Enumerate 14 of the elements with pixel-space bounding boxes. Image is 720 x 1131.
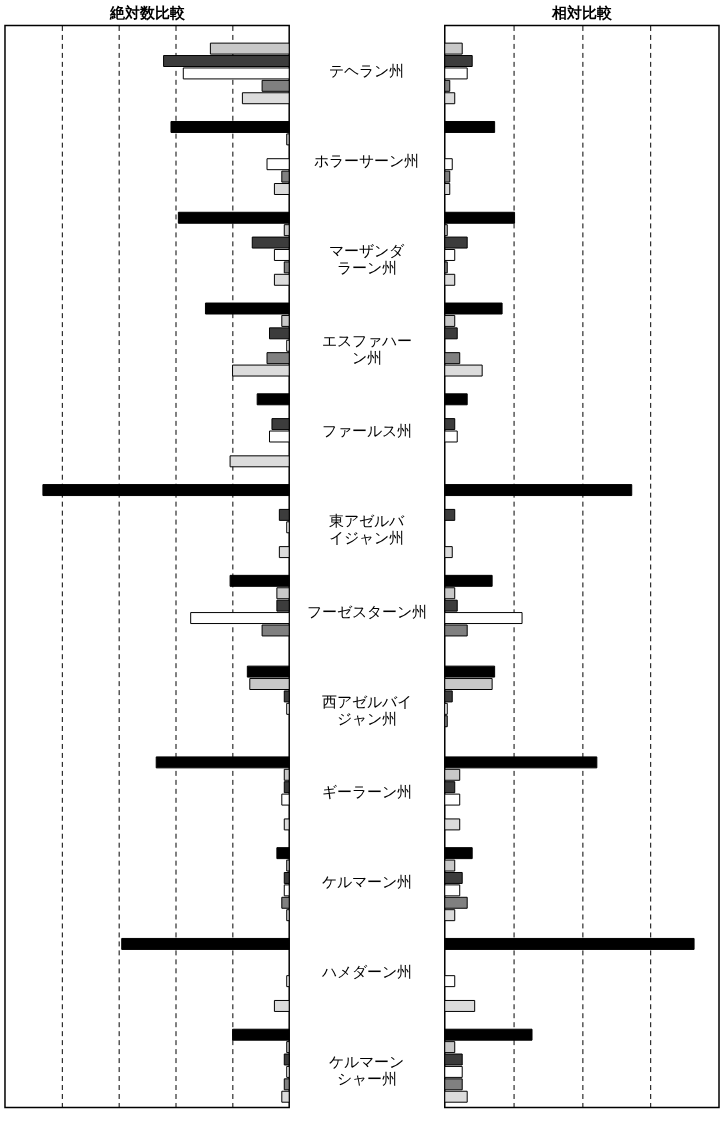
y-tick-label: マーザンダラーン州 [329, 242, 406, 276]
y-tick-label: フーゼスターン州 [306, 603, 427, 620]
y-tick-label: エスファハーン州 [321, 333, 412, 366]
y-tick-label: ケルマーンシャー州 [329, 1054, 405, 1088]
chart-title: 相対比較 [550, 4, 613, 22]
y-tick-label: テヘラン州 [329, 62, 405, 79]
y-tick-label: ファールス州 [321, 423, 412, 440]
y-tick-label: ギーラーン州 [321, 783, 412, 800]
y-tick-label: ホラーサーン州 [314, 152, 420, 169]
chart-title: 絶対数比較 [108, 4, 186, 22]
y-tick-label: 東アゼルバイジャン州 [329, 513, 406, 547]
y-tick-label: 西アゼルバイジャン州 [321, 693, 412, 727]
y-tick-label: ケルマーン州 [321, 874, 412, 891]
y-tick-label: ハメダーン州 [320, 964, 412, 981]
